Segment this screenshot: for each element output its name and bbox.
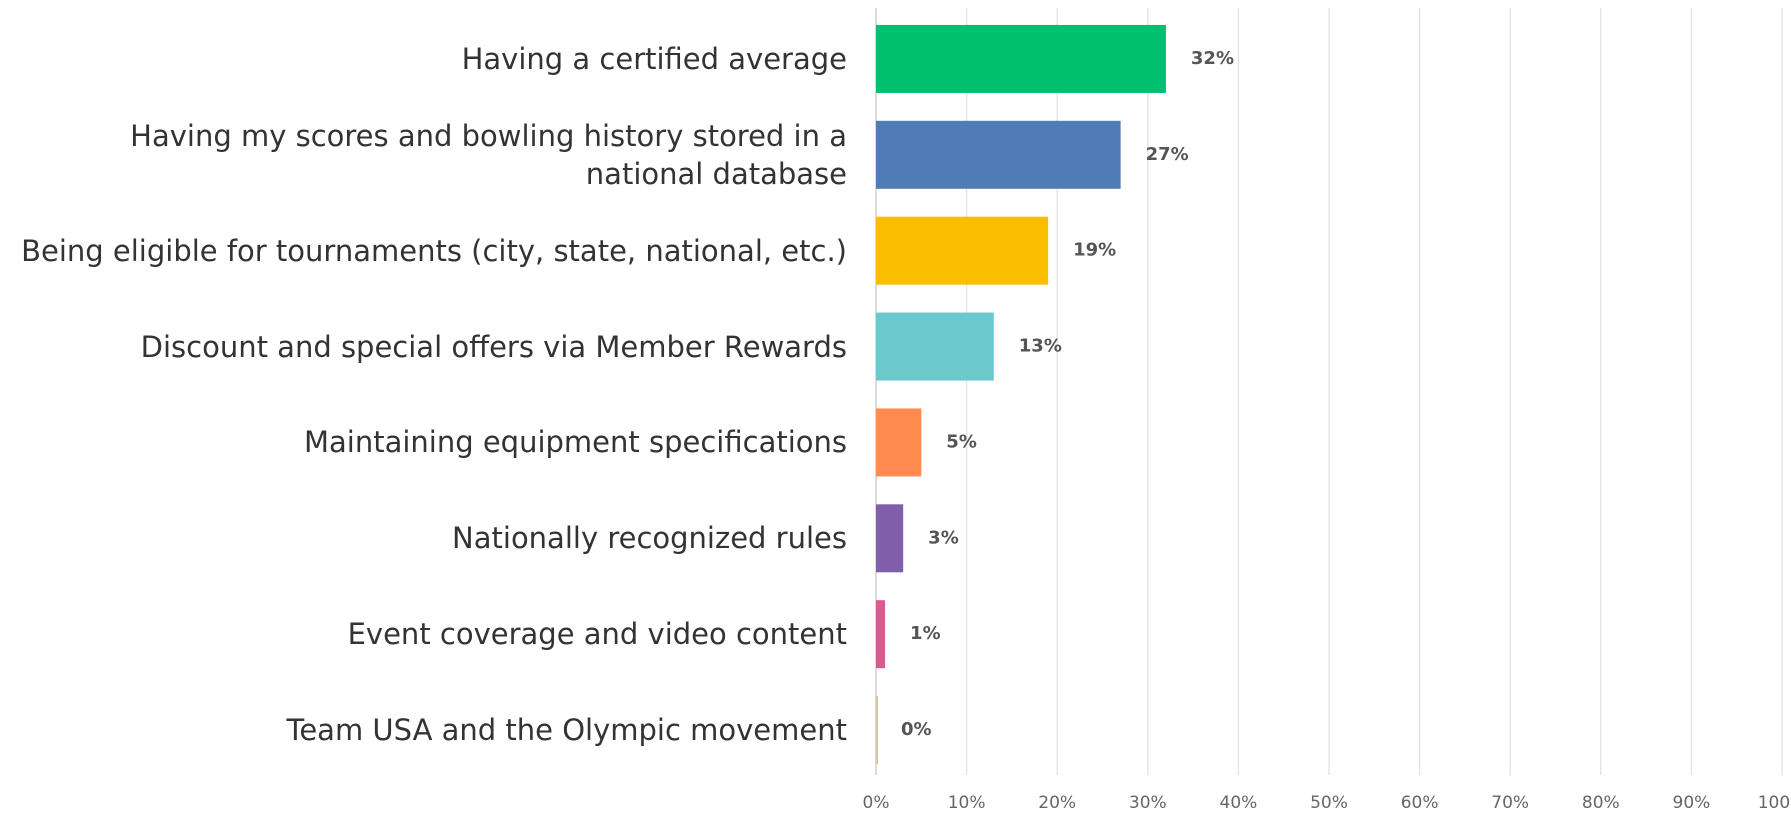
category-label: Having my scores and bowling history sto… (130, 118, 847, 191)
x-tick-label: 80% (1582, 793, 1620, 813)
category-label: Being eligible for tournaments (city, st… (21, 233, 847, 268)
x-tick-label: 0% (863, 793, 890, 813)
x-tick-label: 50% (1310, 793, 1348, 813)
value-label: 27% (1146, 144, 1189, 165)
bar (876, 600, 886, 669)
bar (876, 312, 994, 381)
value-label: 5% (946, 431, 977, 452)
value-label: 0% (901, 719, 932, 740)
category-label: Nationally recognized rules (452, 521, 847, 556)
x-tick-label: 30% (1129, 793, 1167, 813)
value-label: 1% (910, 623, 941, 644)
category-label: Discount and special offers via Member R… (140, 329, 847, 364)
x-tick-label: 10% (948, 793, 986, 813)
x-tick-label: 60% (1401, 793, 1439, 813)
bar (876, 408, 922, 477)
bar (876, 216, 1049, 285)
value-label: 32% (1191, 48, 1234, 69)
value-label: 13% (1019, 336, 1062, 357)
x-tick-label: 20% (1038, 793, 1076, 813)
category-label: Team USA and the Olympic movement (286, 713, 847, 748)
category-label: Maintaining equipment specifications (303, 425, 847, 460)
x-tick-label: 100% (1758, 793, 1791, 813)
category-label: Event coverage and video content (347, 617, 847, 652)
x-tick-label: 90% (1673, 793, 1711, 813)
bar (876, 504, 904, 573)
bar (876, 24, 1166, 93)
x-tick-label: 40% (1220, 793, 1258, 813)
value-label: 3% (928, 527, 959, 548)
x-tick-label: 70% (1491, 793, 1529, 813)
bar (876, 120, 1121, 189)
category-label: Having a certified average (461, 41, 847, 76)
value-label: 19% (1073, 240, 1116, 261)
bar-stub (876, 696, 878, 765)
